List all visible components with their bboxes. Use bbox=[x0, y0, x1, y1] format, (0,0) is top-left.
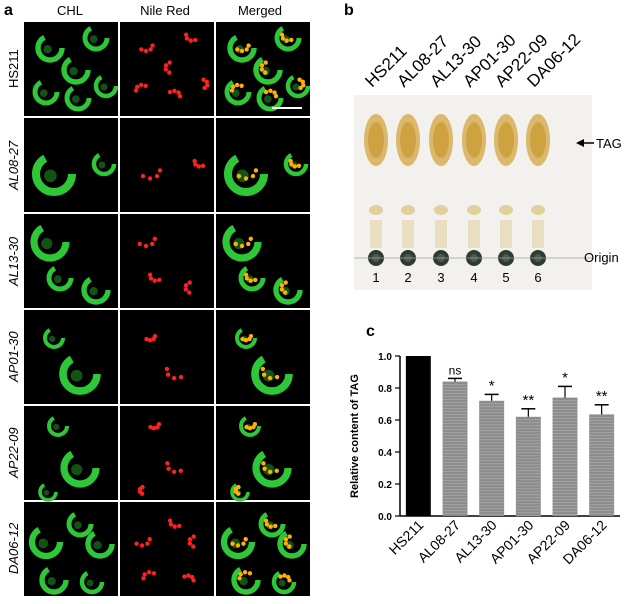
column-header-nile-red: Nile Red bbox=[140, 3, 190, 18]
micrograph-grid bbox=[24, 22, 310, 596]
micrograph-panel-r6-c2 bbox=[120, 502, 214, 596]
bar-AL13-30 bbox=[479, 400, 505, 516]
row-label-al13-30: AL13-30 bbox=[6, 236, 21, 286]
tlc-lane-3 bbox=[429, 114, 453, 266]
micrograph-panel-r4-c1 bbox=[24, 310, 118, 404]
bar-AL08-27 bbox=[442, 381, 468, 516]
tlc-lane-1 bbox=[364, 114, 388, 266]
row-label-da06-12: DA06-12 bbox=[6, 522, 21, 574]
origin-label: Origin bbox=[584, 250, 619, 265]
bar-HS211 bbox=[405, 356, 431, 516]
micrograph-panel-r2-c2 bbox=[120, 118, 214, 212]
row-label-hs211: HS211 bbox=[6, 49, 21, 88]
micrograph-panel-r6-c1 bbox=[24, 502, 118, 596]
micrograph-panel-r3-c2 bbox=[120, 214, 214, 308]
tlc-lane-number-2: 2 bbox=[404, 270, 411, 285]
tag-label: TAG bbox=[596, 136, 622, 151]
micrograph-panel-r4-c3 bbox=[216, 310, 310, 404]
y-tick-label-4: 0.8 bbox=[378, 384, 392, 395]
y-tick-label-0: 0.0 bbox=[378, 512, 392, 523]
row-label-ap22-09: AP22-09 bbox=[6, 427, 21, 478]
tlc-lane-number-6: 6 bbox=[534, 270, 541, 285]
tlc-lane-2 bbox=[396, 114, 420, 266]
tlc-lane-6 bbox=[526, 114, 550, 266]
tlc-plate-figure: HS211AL08-27AL13-30AP01-30AP22-09DA06-12… bbox=[354, 30, 622, 290]
y-tick-label-5: 1.0 bbox=[378, 352, 392, 363]
micrograph-panel-r1-c1 bbox=[24, 22, 119, 116]
micrograph-panel-r6-c3 bbox=[216, 502, 310, 596]
panel-c-letter: c bbox=[366, 323, 375, 340]
panel-b-letter: b bbox=[344, 2, 354, 19]
tlc-lane-number-1: 1 bbox=[372, 270, 379, 285]
panel-a-letter: a bbox=[4, 2, 13, 19]
y-axis-label: Relative content of TAG bbox=[349, 374, 361, 498]
row-label-ap01-30: AP01-30 bbox=[6, 331, 21, 382]
significance-AP22-09: * bbox=[562, 369, 568, 386]
tag-arrow-head bbox=[576, 139, 584, 147]
micrograph-panel-r5-c3 bbox=[216, 406, 310, 502]
y-tick-label-1: 0.2 bbox=[378, 480, 392, 491]
micrograph-panel-r2-c1 bbox=[24, 118, 118, 212]
micrograph-panel-r3-c3 bbox=[216, 214, 310, 308]
tlc-lane-number-3: 3 bbox=[437, 270, 444, 285]
bar-AP01-30 bbox=[515, 416, 541, 516]
micrograph-panel-r5-c1 bbox=[24, 406, 118, 502]
micrograph-panel-r4-c2 bbox=[120, 310, 214, 404]
micrograph-panel-r1-c2 bbox=[120, 22, 214, 116]
micrograph-panel-r2-c3 bbox=[216, 118, 310, 212]
significance-AL13-30: * bbox=[489, 377, 495, 394]
column-header-merged: Merged bbox=[237, 3, 283, 18]
bar-AP22-09 bbox=[552, 397, 578, 516]
micrograph-panel-r1-c3 bbox=[216, 22, 310, 116]
micrograph-panel-r3-c1 bbox=[24, 214, 118, 308]
significance-AL08-27: ns bbox=[449, 363, 462, 377]
tlc-lane-number-4: 4 bbox=[470, 270, 477, 285]
tlc-lane-5 bbox=[494, 114, 518, 266]
micrograph-panel-r5-c2 bbox=[120, 406, 214, 500]
column-header-chl: CHL bbox=[56, 3, 83, 18]
y-tick-label-3: 0.6 bbox=[378, 416, 392, 427]
significance-DA06-12: ** bbox=[596, 388, 608, 405]
tag-bar-chart: 0.0 0.2 0.4 0.6 0.8 1.0 Relative content of TA… bbox=[349, 352, 620, 567]
row-label-al08-27: AL08-27 bbox=[6, 140, 21, 190]
y-tick-label-2: 0.4 bbox=[378, 448, 392, 459]
tlc-lane-number-5: 5 bbox=[502, 270, 509, 285]
significance-AP01-30: ** bbox=[522, 392, 534, 409]
